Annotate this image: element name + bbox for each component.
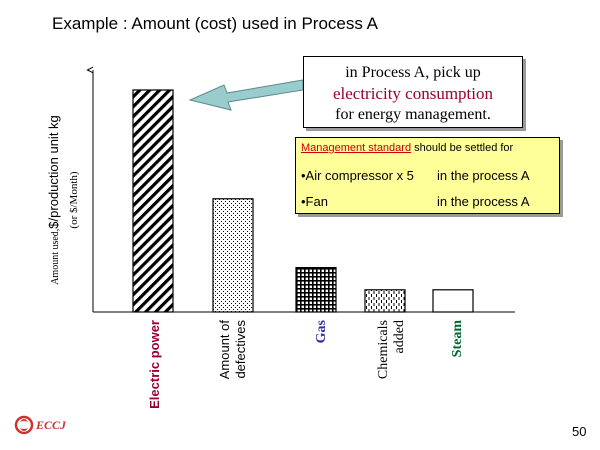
management-heading-rest: should be settled for <box>411 142 514 154</box>
page-number: 50 <box>572 424 587 439</box>
category-label-line: Electric power <box>147 320 162 409</box>
y-axis-label-unit: $/production unit kg <box>46 115 61 229</box>
bar-electric <box>132 89 174 313</box>
management-item: •Fan <box>301 194 328 209</box>
management-heading-underlined: Management standard <box>301 142 412 154</box>
category-label-line: added <box>392 320 407 354</box>
callout-box: in Process A, pick up electricity consum… <box>303 56 523 128</box>
callout-line-3: for energy management. <box>335 106 491 123</box>
y-axis-label-main: Amount used, <box>50 228 61 285</box>
category-label-line: Chemicals <box>376 320 391 380</box>
management-row-air-compressor: •Air compressor x 5 <box>301 168 414 183</box>
management-standard-box: Management standard should be settled fo… <box>295 137 560 214</box>
category-label-line: Gas <box>314 320 329 344</box>
management-row-fan: •Fan <box>301 194 328 209</box>
slide-title: Example : Amount (cost) used in Process … <box>52 14 378 33</box>
category-label-line: Amount of <box>217 320 232 380</box>
management-heading: Management standard should be settled fo… <box>301 142 513 154</box>
y-axis-label: Amount used,$/production unit kg (or $/M… <box>45 70 83 330</box>
callout-line-2: electricity consumption <box>332 84 494 103</box>
logo-icon <box>14 415 34 435</box>
category-label-line: defectives <box>233 320 248 379</box>
category-label-line: Steam <box>450 320 465 358</box>
bar-steam <box>432 289 474 313</box>
logo-text: ECCJ <box>36 418 67 432</box>
management-location: in the process A <box>437 168 530 183</box>
callout-arrow <box>188 79 304 111</box>
callout-line-1: in Process A, pick up <box>345 64 481 81</box>
bar-gas <box>295 267 337 313</box>
bar-series <box>132 89 474 313</box>
eccj-logo: ECCJ <box>14 414 84 438</box>
y-axis-label-alt: (or $/Month) <box>68 171 80 229</box>
management-item: •Air compressor x 5 <box>301 168 414 183</box>
bar-defectives <box>212 198 254 313</box>
management-location: in the process A <box>437 194 530 209</box>
bar-chemicals <box>364 289 406 313</box>
